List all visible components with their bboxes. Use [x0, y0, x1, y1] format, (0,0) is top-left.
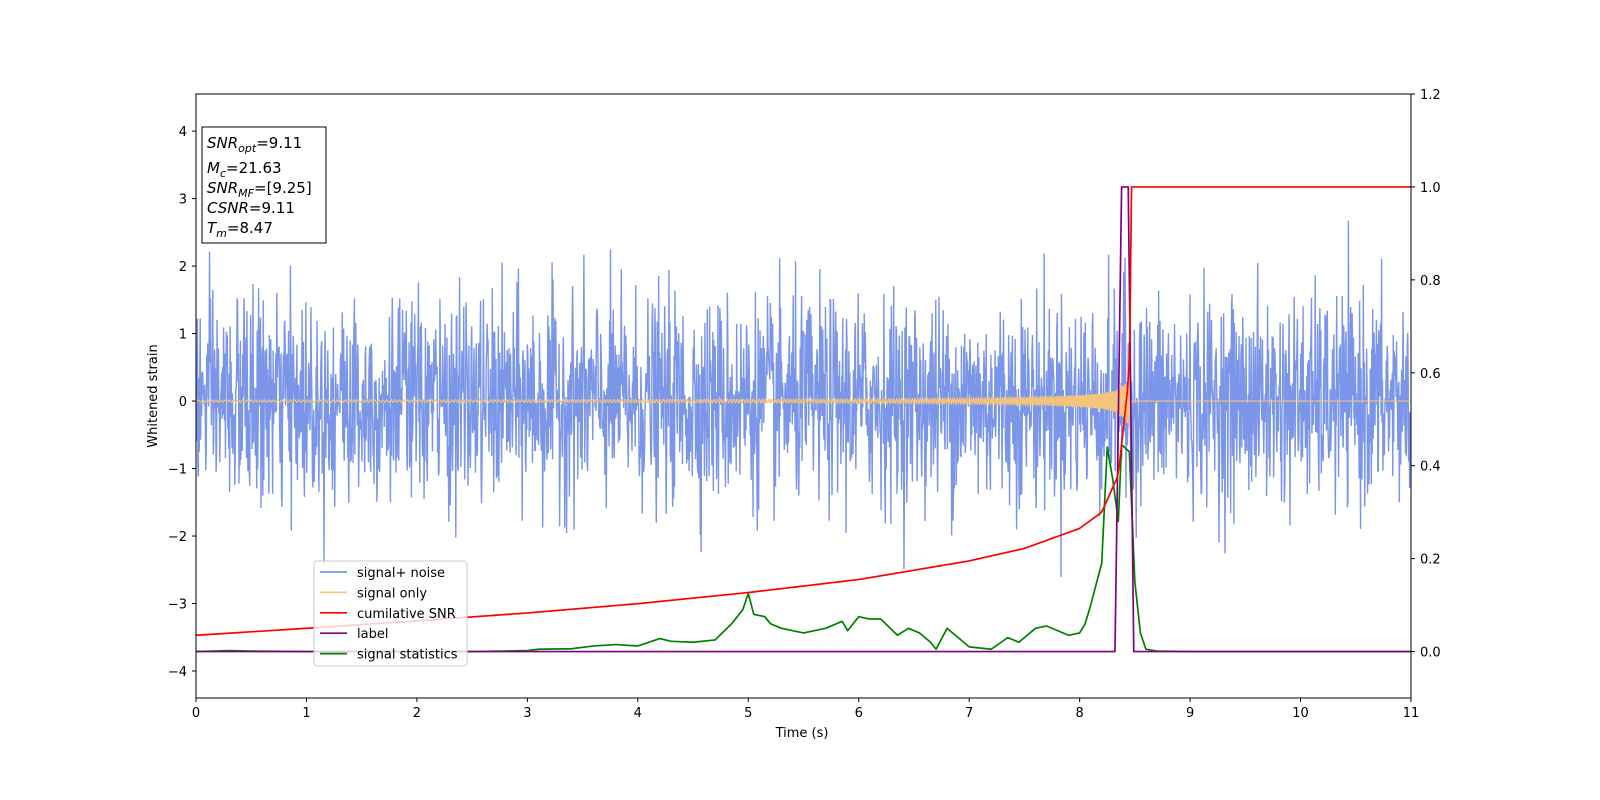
legend-entry-label: signal only — [357, 586, 427, 601]
y-left-tick-label: −4 — [168, 665, 187, 680]
legend-entry-label: cumilative SNR — [357, 607, 456, 622]
y-right-tick-label: 1.2 — [1420, 88, 1441, 103]
x-tick-label: 11 — [1403, 706, 1420, 721]
y-axis-right: 0.0 0.2 0.4 0.6 0.8 1.0 1.2 — [1411, 88, 1441, 661]
x-tick-label: 5 — [744, 706, 752, 721]
legend-entry-label: signal+ noise — [357, 566, 445, 581]
x-tick-label: 7 — [965, 706, 973, 721]
y-axis-label: Whitened strain — [146, 344, 161, 447]
legend-entry-label: signal statistics — [357, 648, 458, 663]
legend-frame — [313, 560, 468, 667]
x-tick-label: 2 — [413, 706, 421, 721]
series-signal-statistics-line — [196, 443, 1411, 653]
x-axis: 0 1 2 3 4 5 6 7 8 9 10 11 — [192, 698, 1419, 721]
legend-entry-label: label — [357, 627, 388, 642]
series-label-line — [196, 186, 1411, 653]
x-tick-label: 0 — [192, 706, 200, 721]
x-tick-label: 6 — [855, 706, 863, 721]
info-box: SNRopt=9.11 Mc=21.63 SNRMF=[9.25] CSNR=9… — [201, 126, 327, 244]
x-axis-label: Time (s) — [775, 726, 829, 741]
series-signal-noise-line — [196, 220, 1411, 578]
y-left-tick-label: −2 — [168, 530, 187, 545]
x-tick-label: 9 — [1186, 706, 1194, 721]
x-tick-label: 4 — [634, 706, 642, 721]
y-right-tick-label: 0.2 — [1420, 553, 1441, 568]
x-tick-label: 10 — [1292, 706, 1309, 721]
y-right-tick-label: 0.6 — [1420, 367, 1441, 382]
series-signal-only-line — [196, 371, 1411, 430]
y-left-tick-label: 3 — [179, 193, 187, 208]
plot-frame — [195, 93, 1412, 699]
legend: signal+ noise signal only cumilative SNR la… — [313, 560, 468, 667]
y-axis-left: −4 −3 −2 −1 0 1 2 3 4 — [168, 125, 196, 680]
x-tick-label: 8 — [1075, 706, 1083, 721]
y-left-tick-label: 2 — [179, 260, 187, 275]
info-tm: Tm=8.47 — [207, 219, 273, 240]
y-left-tick-label: −1 — [168, 463, 187, 478]
info-chirp-mass: Mc=21.63 — [207, 159, 282, 180]
y-left-tick-label: 4 — [179, 125, 187, 140]
y-right-tick-label: 0.4 — [1420, 460, 1441, 475]
y-right-tick-label: 0.8 — [1420, 274, 1441, 289]
y-right-tick-label: 1.0 — [1420, 181, 1441, 196]
x-tick-label: 3 — [523, 706, 531, 721]
y-right-tick-label: 0.0 — [1420, 646, 1441, 661]
info-snr-opt: SNRopt=9.11 — [207, 134, 302, 155]
info-box-frame — [201, 126, 327, 244]
info-snr-mf: SNRMF=[9.25] — [207, 179, 312, 200]
x-tick-label: 1 — [302, 706, 310, 721]
info-csnr: CSNR=9.11 — [207, 199, 295, 217]
y-left-tick-label: 1 — [179, 328, 187, 343]
plot-area — [196, 186, 1411, 653]
y-left-tick-label: −3 — [168, 598, 187, 613]
y-left-tick-label: 0 — [179, 395, 187, 410]
